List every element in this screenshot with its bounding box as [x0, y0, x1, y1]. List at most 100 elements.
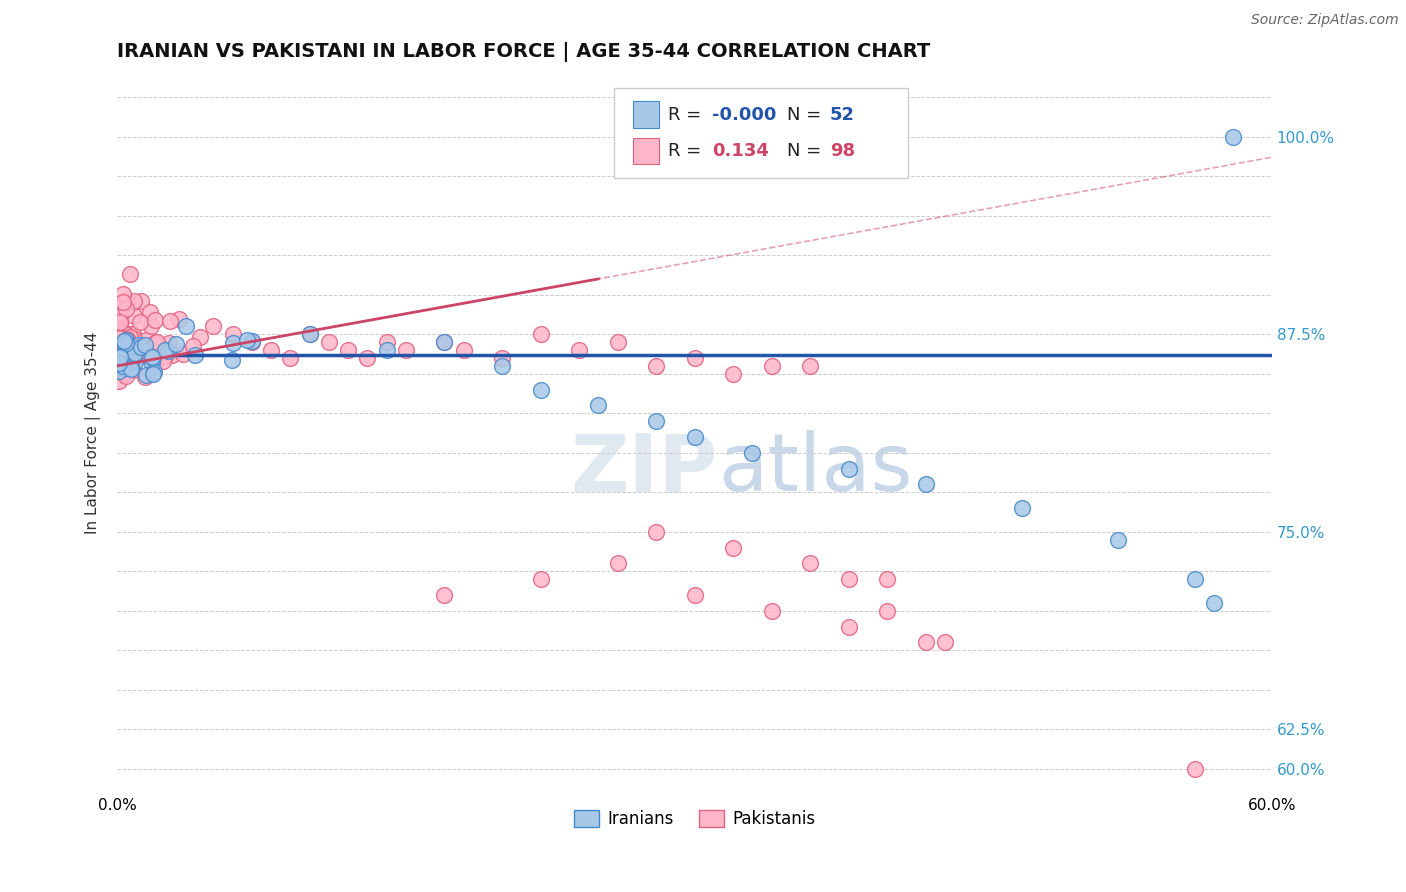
Point	[118, 330, 141, 344]
Point	[799, 359, 821, 373]
Point	[761, 359, 783, 373]
Point	[914, 477, 936, 491]
Text: R =: R =	[668, 105, 707, 124]
Point	[876, 604, 898, 618]
Point	[122, 348, 145, 362]
Point	[1184, 809, 1206, 823]
Point	[120, 267, 142, 281]
Point	[128, 344, 150, 359]
Point	[645, 359, 668, 373]
Point	[221, 353, 243, 368]
Point	[108, 374, 131, 388]
Point	[162, 348, 184, 362]
Point	[318, 335, 340, 350]
Point	[134, 338, 156, 352]
Text: R =: R =	[668, 142, 707, 160]
Point	[114, 368, 136, 383]
Text: N =: N =	[787, 142, 827, 160]
Text: -0.000: -0.000	[711, 105, 776, 124]
Point	[108, 356, 131, 370]
Point	[110, 341, 132, 355]
Point	[530, 572, 553, 586]
Text: Source: ZipAtlas.com: Source: ZipAtlas.com	[1251, 13, 1399, 28]
Point	[135, 368, 157, 382]
Point	[122, 327, 145, 342]
Point	[142, 351, 165, 365]
Point	[1204, 596, 1226, 610]
Point	[143, 312, 166, 326]
Point	[298, 327, 321, 342]
Point	[108, 354, 131, 368]
Point	[530, 327, 553, 342]
Text: 52: 52	[830, 105, 855, 124]
Point	[129, 349, 152, 363]
Point	[122, 294, 145, 309]
Point	[181, 339, 204, 353]
Point	[115, 337, 138, 351]
Text: IRANIAN VS PAKISTANI IN LABOR FORCE | AGE 35-44 CORRELATION CHART: IRANIAN VS PAKISTANI IN LABOR FORCE | AG…	[117, 42, 931, 62]
Point	[141, 356, 163, 370]
Point	[112, 350, 135, 364]
Point	[1184, 572, 1206, 586]
Point	[683, 588, 706, 602]
Point	[433, 588, 456, 602]
Point	[124, 346, 146, 360]
Point	[122, 363, 145, 377]
Point	[114, 339, 136, 353]
Point	[721, 541, 744, 555]
Text: ZIP: ZIP	[571, 430, 717, 508]
Point	[741, 446, 763, 460]
Point	[115, 302, 138, 317]
Point	[108, 346, 131, 360]
Point	[141, 319, 163, 334]
Point	[375, 335, 398, 350]
Point	[145, 334, 167, 349]
Point	[110, 316, 132, 330]
Point	[112, 360, 135, 375]
Point	[108, 309, 131, 323]
Point	[683, 430, 706, 444]
Point	[128, 338, 150, 352]
Point	[108, 345, 131, 359]
Point	[222, 327, 245, 342]
Point	[174, 319, 197, 334]
Point	[172, 347, 194, 361]
Point	[356, 351, 378, 365]
Point	[222, 335, 245, 350]
Point	[108, 306, 131, 320]
Text: atlas: atlas	[717, 430, 912, 508]
Point	[115, 332, 138, 346]
Point	[433, 335, 456, 350]
Point	[166, 336, 188, 351]
Point	[645, 414, 668, 428]
Point	[838, 461, 860, 475]
Point	[134, 370, 156, 384]
Point	[145, 356, 167, 370]
Point	[491, 359, 513, 373]
FancyBboxPatch shape	[633, 137, 659, 164]
Point	[153, 349, 176, 363]
Point	[124, 348, 146, 362]
Point	[838, 572, 860, 586]
Point	[153, 343, 176, 357]
Point	[120, 354, 142, 368]
Point	[112, 294, 135, 309]
Point	[799, 557, 821, 571]
Text: N =: N =	[787, 105, 827, 124]
Point	[129, 294, 152, 309]
Text: 0.134: 0.134	[711, 142, 769, 160]
Point	[112, 326, 135, 340]
Point	[129, 340, 152, 354]
Legend: Iranians, Pakistanis: Iranians, Pakistanis	[568, 803, 823, 835]
Point	[124, 355, 146, 369]
Point	[129, 314, 152, 328]
Point	[112, 366, 135, 380]
Point	[298, 327, 321, 342]
Point	[588, 398, 610, 412]
Point	[188, 330, 211, 344]
Point	[491, 351, 513, 365]
Point	[117, 334, 139, 349]
Point	[721, 367, 744, 381]
Point	[375, 343, 398, 357]
Point	[159, 314, 181, 328]
